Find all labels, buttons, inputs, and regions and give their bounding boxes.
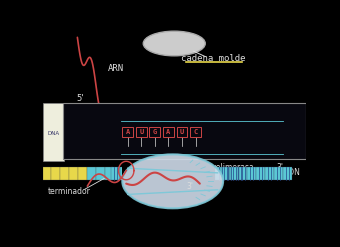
Ellipse shape bbox=[143, 31, 205, 56]
Text: TACTAGAGCATT: TACTAGAGCATT bbox=[122, 145, 174, 151]
Text: G: G bbox=[153, 129, 157, 135]
Bar bbox=[105, 167, 114, 180]
Text: terminador: terminador bbox=[48, 187, 91, 196]
Bar bbox=[187, 167, 196, 180]
Text: 5': 5' bbox=[112, 111, 119, 120]
Bar bbox=[239, 167, 247, 180]
Bar bbox=[221, 167, 229, 180]
Text: ATGATCTCGTAA: ATGATCTCGTAA bbox=[122, 113, 174, 119]
Bar bbox=[216, 167, 224, 180]
Bar bbox=[190, 127, 201, 137]
Bar bbox=[60, 167, 69, 180]
Bar bbox=[122, 127, 133, 137]
Bar bbox=[176, 127, 187, 137]
Bar bbox=[158, 167, 167, 180]
Bar bbox=[235, 167, 244, 180]
Bar bbox=[168, 167, 177, 180]
Bar bbox=[248, 167, 256, 180]
Text: ARN: ARN bbox=[92, 129, 105, 135]
Text: 5': 5' bbox=[112, 127, 119, 137]
Bar bbox=[230, 167, 238, 180]
Bar bbox=[51, 167, 60, 180]
Text: U: U bbox=[180, 129, 184, 135]
Bar bbox=[87, 167, 96, 180]
Bar bbox=[69, 167, 78, 180]
Bar bbox=[122, 165, 215, 181]
Text: 3': 3' bbox=[112, 144, 119, 153]
Bar bbox=[111, 167, 120, 180]
Bar bbox=[256, 167, 265, 180]
Text: DNA: DNA bbox=[47, 131, 60, 136]
Bar bbox=[42, 167, 51, 180]
Bar bbox=[150, 127, 160, 137]
Bar bbox=[163, 127, 174, 137]
Text: cadena molde: cadena molde bbox=[69, 145, 117, 151]
Text: ADN: ADN bbox=[284, 168, 301, 177]
Bar bbox=[139, 167, 148, 180]
Bar bbox=[197, 167, 205, 180]
Text: U: U bbox=[139, 129, 143, 135]
Text: A: A bbox=[166, 129, 171, 135]
Text: 5': 5' bbox=[76, 94, 83, 103]
Text: 3': 3' bbox=[284, 111, 290, 120]
Text: A: A bbox=[125, 129, 130, 135]
Text: cadena: cadena bbox=[66, 110, 90, 116]
Bar bbox=[96, 167, 104, 180]
Bar bbox=[206, 167, 215, 180]
Text: ARN: ARN bbox=[108, 64, 124, 73]
Bar bbox=[265, 167, 274, 180]
Text: C: C bbox=[193, 129, 198, 135]
Text: cadena molde: cadena molde bbox=[181, 54, 245, 63]
Bar bbox=[42, 103, 64, 161]
Text: codificante: codificante bbox=[66, 118, 110, 124]
Bar bbox=[120, 167, 129, 180]
Bar bbox=[274, 167, 283, 180]
Text: 3': 3' bbox=[219, 127, 226, 137]
Bar bbox=[149, 167, 158, 180]
Bar bbox=[225, 167, 234, 180]
Text: 3': 3' bbox=[186, 182, 193, 191]
Text: 3': 3' bbox=[276, 163, 284, 172]
Text: 5': 5' bbox=[284, 144, 290, 153]
Ellipse shape bbox=[122, 154, 223, 208]
Bar bbox=[177, 167, 186, 180]
Bar bbox=[136, 127, 147, 137]
Bar bbox=[130, 167, 139, 180]
Bar bbox=[283, 167, 292, 180]
Text: ARN
polimerasa: ARN polimerasa bbox=[211, 152, 254, 172]
Bar bbox=[63, 103, 306, 159]
Text: 5': 5' bbox=[276, 172, 284, 181]
Bar bbox=[78, 167, 87, 180]
